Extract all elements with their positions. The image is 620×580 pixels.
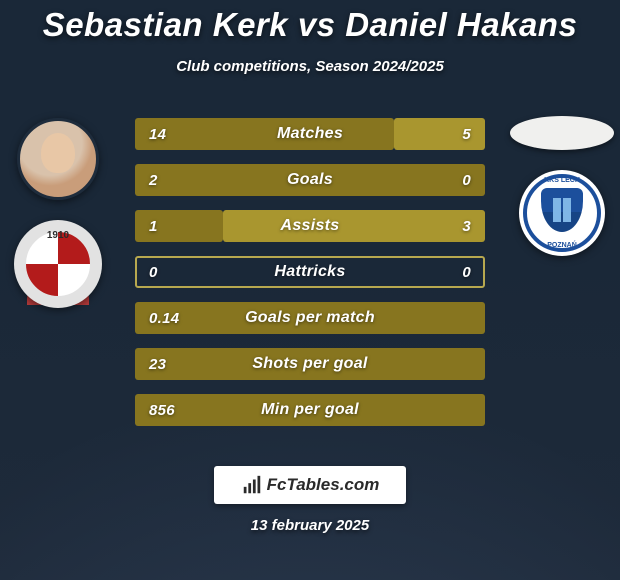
stat-label: Min per goal [261,401,359,419]
stat-value-right: 0 [462,172,471,189]
stat-value-left: 2 [149,172,158,189]
player2-avatar [510,116,614,150]
stat-value-left: 0 [149,264,158,281]
stat-row: 23 Shots per goal [135,348,485,380]
stat-value-left: 856 [149,402,175,419]
chart-icon [241,474,263,496]
stat-value-left: 14 [149,126,166,143]
subtitle: Club competitions, Season 2024/2025 [0,58,620,75]
stat-row: 14 Matches 5 [135,118,485,150]
stat-value-right: 5 [462,126,471,143]
stat-row: 1 Assists 3 [135,210,485,242]
club1-crest: 1910 [14,220,102,308]
player1-avatar [17,118,99,200]
stat-row: 856 Min per goal [135,394,485,426]
stats-rows: 14 Matches 5 2 Goals 0 1 Assists 3 0 Hattricks 0 0.1… [135,118,485,426]
club2-crest: KKS LECH POZNAŃ [519,170,605,256]
page-title: Sebastian Kerk vs Daniel Hakans [0,0,620,44]
stat-label: Assists [280,217,339,235]
left-side-column: 1910 [8,118,108,308]
stat-value-left: 23 [149,356,166,373]
stat-label: Matches [277,125,343,143]
stat-label: Goals per match [245,309,375,327]
stat-value-right: 3 [462,218,471,235]
stat-label: Hattricks [274,263,345,281]
stat-value-left: 1 [149,218,158,235]
player2-name: Daniel Hakans [345,6,577,43]
brand-text: FcTables.com [267,475,380,495]
club2-crest-bottom: POZNAŃ [519,242,605,249]
stat-row: 0.14 Goals per match [135,302,485,334]
stat-label: Goals [287,171,333,189]
brand-suffix: Tables.com [286,475,379,494]
brand-prefix: Fc [267,475,287,494]
club2-crest-top: KKS LECH [519,177,605,184]
club1-crest-year: 1910 [14,230,102,241]
stat-label: Shots per goal [252,355,367,373]
stat-value-left: 0.14 [149,310,179,327]
brand-logo[interactable]: FcTables.com [214,466,406,504]
date-text: 13 february 2025 [0,517,620,534]
vs-text: vs [298,6,336,43]
stat-row: 2 Goals 0 [135,164,485,196]
player1-name: Sebastian Kerk [43,6,288,43]
right-side-column: KKS LECH POZNAŃ [512,116,612,256]
stat-value-right: 0 [462,264,471,281]
stat-row: 0 Hattricks 0 [135,256,485,288]
